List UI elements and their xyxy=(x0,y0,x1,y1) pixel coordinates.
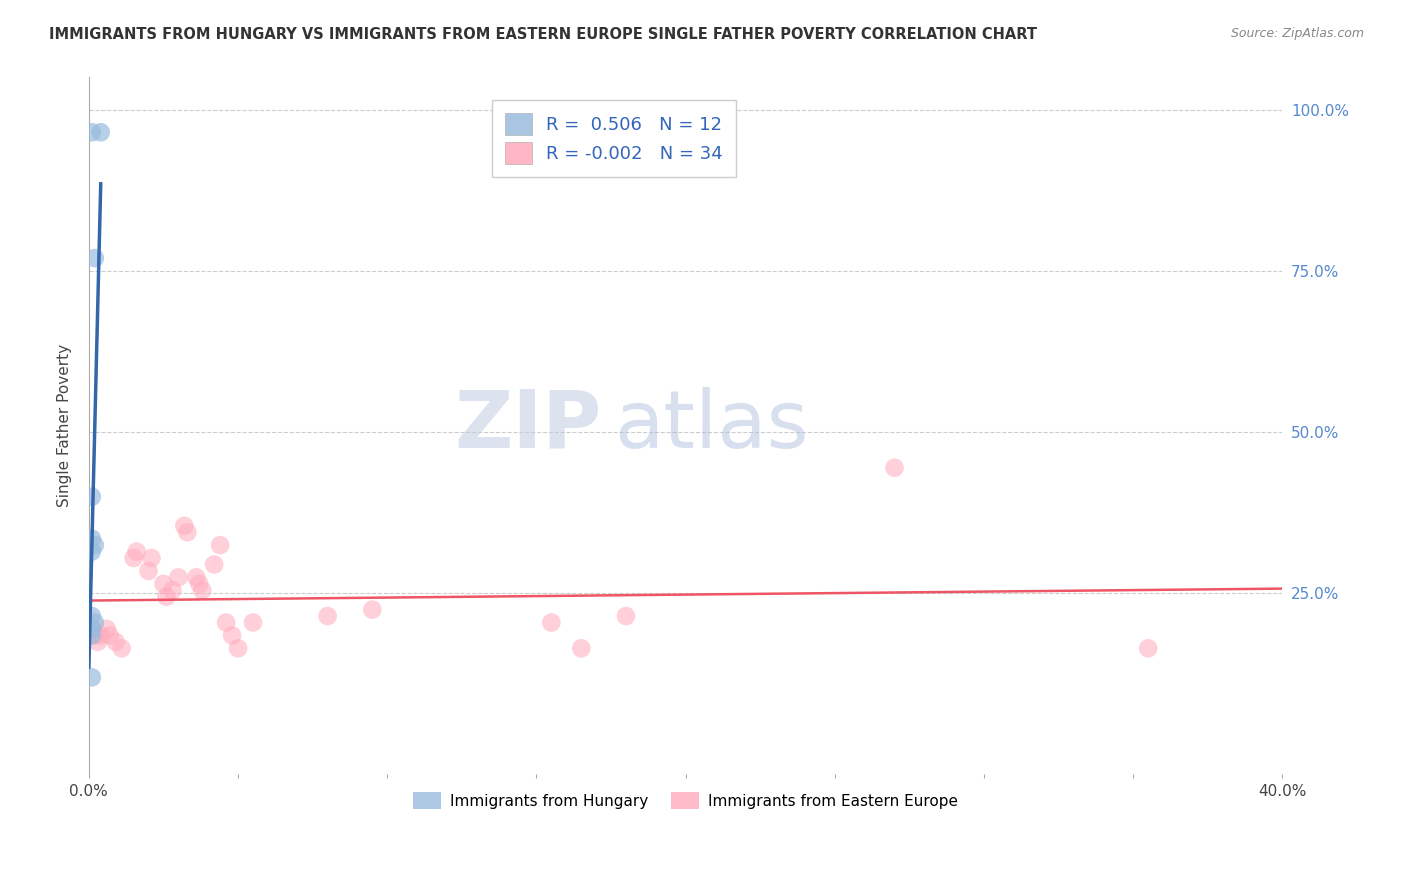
Point xyxy=(80,544,103,558)
Point xyxy=(242,615,264,630)
Point xyxy=(186,570,208,584)
Text: ZIP: ZIP xyxy=(456,387,602,465)
Text: Source: ZipAtlas.com: Source: ZipAtlas.com xyxy=(1230,27,1364,40)
Point xyxy=(122,551,145,566)
Point xyxy=(83,251,105,265)
Point xyxy=(80,609,103,624)
Point xyxy=(167,570,190,584)
Point xyxy=(80,125,103,139)
Point xyxy=(1137,641,1160,656)
Point xyxy=(155,590,177,604)
Legend: Immigrants from Hungary, Immigrants from Eastern Europe: Immigrants from Hungary, Immigrants from… xyxy=(408,787,965,815)
Point xyxy=(221,628,243,642)
Point xyxy=(80,670,103,684)
Point xyxy=(80,622,103,636)
Point xyxy=(191,583,214,598)
Point xyxy=(226,641,249,656)
Point xyxy=(80,532,103,546)
Point xyxy=(361,602,384,616)
Point xyxy=(83,615,105,630)
Point xyxy=(138,564,160,578)
Point xyxy=(90,628,112,642)
Point xyxy=(215,615,238,630)
Point xyxy=(96,622,118,636)
Point xyxy=(316,609,339,624)
Point xyxy=(569,641,592,656)
Point xyxy=(83,538,105,552)
Y-axis label: Single Father Poverty: Single Father Poverty xyxy=(58,344,72,508)
Point xyxy=(162,583,184,598)
Point xyxy=(111,641,134,656)
Point xyxy=(173,518,195,533)
Point xyxy=(883,460,905,475)
Text: IMMIGRANTS FROM HUNGARY VS IMMIGRANTS FROM EASTERN EUROPE SINGLE FATHER POVERTY : IMMIGRANTS FROM HUNGARY VS IMMIGRANTS FR… xyxy=(49,27,1038,42)
Point xyxy=(98,628,121,642)
Point xyxy=(80,622,103,636)
Point xyxy=(176,525,198,540)
Point xyxy=(540,615,562,630)
Point xyxy=(80,628,103,642)
Point xyxy=(83,628,105,642)
Point xyxy=(614,609,637,624)
Point xyxy=(87,635,110,649)
Point xyxy=(80,490,103,504)
Point xyxy=(125,544,148,558)
Point xyxy=(152,577,174,591)
Text: atlas: atlas xyxy=(614,387,808,465)
Point xyxy=(202,558,225,572)
Point xyxy=(141,551,163,566)
Point xyxy=(188,577,211,591)
Point xyxy=(90,125,112,139)
Point xyxy=(104,635,127,649)
Point xyxy=(209,538,232,552)
